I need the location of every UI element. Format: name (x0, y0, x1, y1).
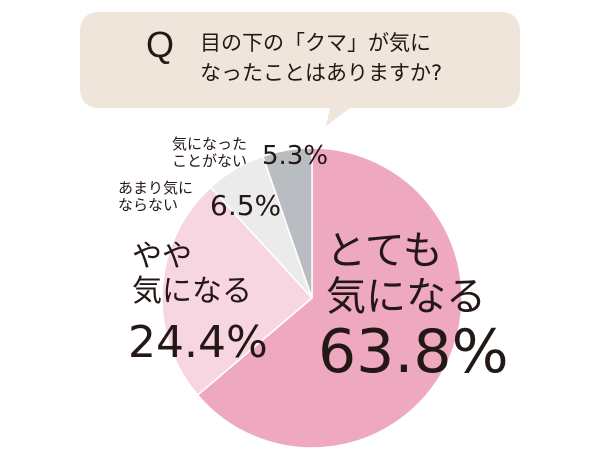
speech-bubble (80, 12, 520, 126)
pie-slice (161, 186, 314, 397)
category-label: やや 気になる (132, 239, 252, 309)
value-label: 24.4% (128, 317, 268, 368)
question-mark: Q (146, 24, 175, 65)
value-label: 63.8% (318, 317, 509, 387)
pie-slice (262, 147, 313, 299)
category-label: あまり気に ならない (118, 179, 194, 215)
value-label: 5.3% (262, 141, 329, 171)
chart-title: 目の下の「クマ」が気に なったことはありますか? (200, 31, 443, 86)
category-label: 気になった ことがない (172, 135, 248, 171)
pie-slice (196, 147, 463, 449)
category-label: とても 気になる (326, 228, 486, 320)
value-label: 6.5% (210, 189, 282, 222)
